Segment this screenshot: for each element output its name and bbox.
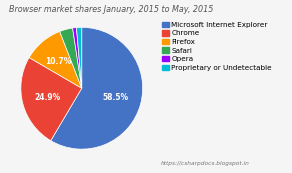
Text: 24.9%: 24.9% bbox=[34, 93, 61, 102]
Wedge shape bbox=[73, 28, 82, 88]
Text: 58.5%: 58.5% bbox=[103, 93, 129, 102]
Text: 10.7%: 10.7% bbox=[46, 57, 72, 66]
Text: Browser market shares January, 2015 to May, 2015: Browser market shares January, 2015 to M… bbox=[9, 5, 213, 14]
Wedge shape bbox=[21, 58, 82, 141]
Text: https://csharpdocs.blogspot.in: https://csharpdocs.blogspot.in bbox=[161, 161, 249, 166]
Legend: Microsoft Internet Explorer, Chrome, Firefox, Safari, Opera, Proprietary or Unde: Microsoft Internet Explorer, Chrome, Fir… bbox=[161, 21, 273, 72]
Wedge shape bbox=[29, 31, 82, 88]
Wedge shape bbox=[51, 27, 143, 149]
Wedge shape bbox=[77, 27, 82, 88]
Wedge shape bbox=[60, 28, 82, 88]
